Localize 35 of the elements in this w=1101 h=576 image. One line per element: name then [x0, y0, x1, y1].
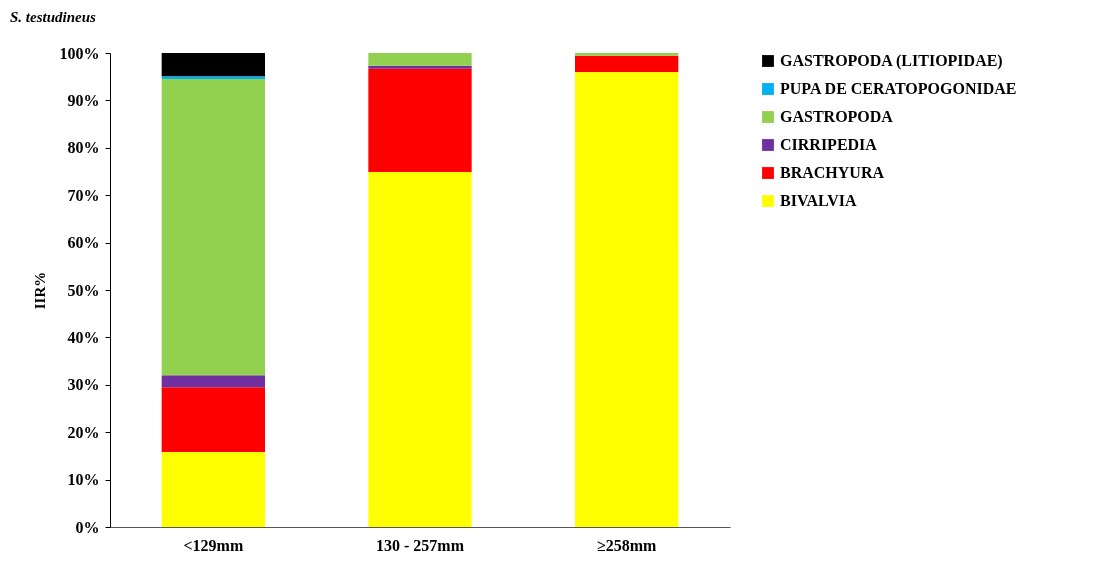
- legend-label: CIRRIPEDIA: [780, 136, 878, 153]
- bar: [161, 375, 265, 388]
- bar: [575, 71, 679, 527]
- y-tick-label: 100%: [59, 44, 100, 62]
- chart-title: S. testudineus: [10, 9, 97, 25]
- bar: [368, 53, 472, 66]
- bar: [368, 68, 472, 172]
- bar: [161, 387, 265, 453]
- y-axis-title: IIR%: [31, 271, 48, 310]
- y-tick-label: 90%: [67, 91, 100, 109]
- legend-label: GASTROPODA (LITIOPIDAE): [780, 52, 1003, 70]
- y-tick-label: 30%: [67, 376, 100, 394]
- x-tick-label: ≥258mm: [596, 536, 658, 554]
- bar: [161, 53, 265, 77]
- y-tick-label: 20%: [67, 423, 100, 441]
- bar: [161, 452, 265, 527]
- y-tick-label: 60%: [67, 234, 100, 252]
- y-tick-label: 0%: [75, 518, 100, 536]
- y-tick-label: 10%: [67, 471, 100, 489]
- bar: [575, 55, 679, 72]
- bar: [368, 65, 472, 69]
- x-tick-label: 130 - 257mm: [376, 536, 465, 554]
- y-tick-label: 50%: [67, 281, 100, 299]
- legend-label: BIVALVIA: [780, 192, 857, 209]
- legend-label: GASTROPODA: [780, 108, 894, 125]
- x-tick-label: <129mm: [183, 536, 244, 554]
- bar: [575, 53, 679, 56]
- bar: [161, 76, 265, 80]
- legend-label: PUPA DE CERATOPOGONIDAE: [780, 80, 1017, 97]
- legend-label: BRACHYURA: [780, 164, 885, 181]
- y-tick-label: 40%: [67, 328, 100, 346]
- y-tick-label: 80%: [67, 139, 100, 157]
- y-tick-label: 70%: [67, 186, 100, 204]
- bar: [161, 79, 265, 376]
- bar: [368, 171, 472, 527]
